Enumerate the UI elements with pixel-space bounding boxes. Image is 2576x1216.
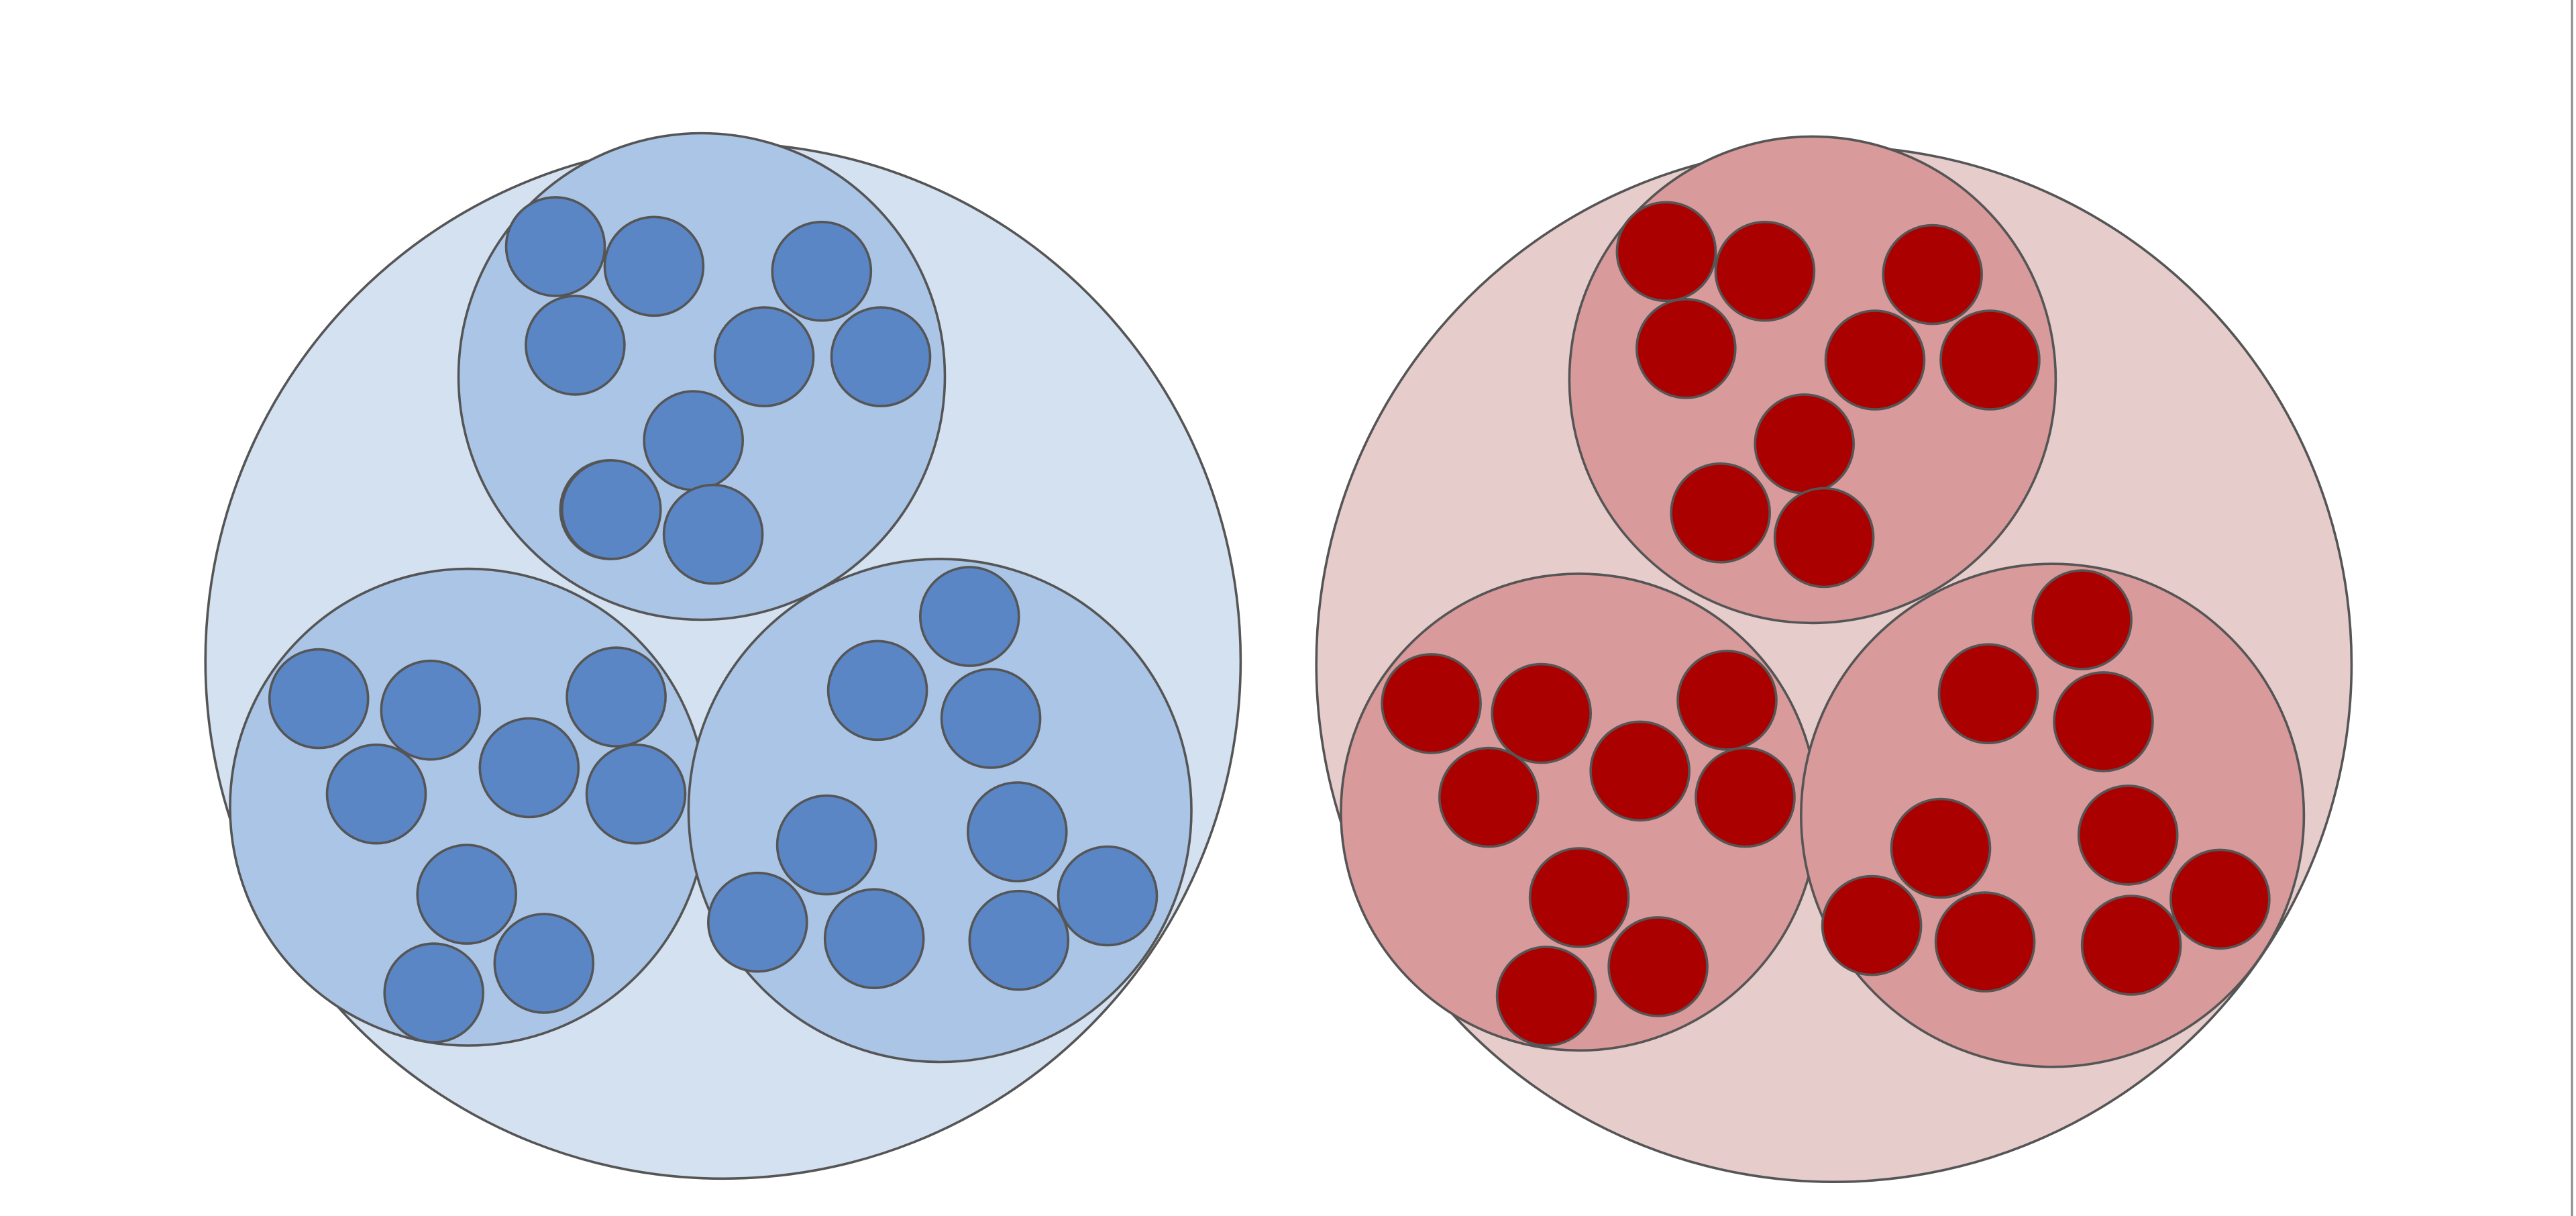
dot-circle [1937,643,2039,744]
dot-circle [826,640,928,742]
blue-group-cluster-bottom-right [687,558,1193,1064]
dot-circle [1495,946,1597,1047]
dot-circle [1773,487,1875,589]
blue-group-cluster-top [457,132,947,621]
dot-circle [919,566,1020,667]
dot-circle [2031,569,2133,670]
dot-circle [2053,671,2154,772]
dot-circle [1589,720,1690,822]
dot-circle [1821,874,1923,976]
dot-circle [1615,201,1717,303]
dot-circle [1824,309,1926,411]
dot-circle [1882,223,1983,325]
dot-circle [967,781,1068,882]
dot-circle [585,743,687,845]
dot-circle [504,196,606,297]
dot-circle [1528,847,1630,948]
dot-circle [940,668,1042,769]
blue-group [204,132,1242,1180]
dot-circle [1890,797,1992,899]
red-group-cluster-bottom-right [1800,562,2306,1068]
dot-circle [560,459,662,560]
dot-circle [1491,662,1592,764]
dot-circle [380,659,482,761]
dot-circle [771,220,873,322]
groups-layer [204,132,2353,1183]
dot-circle [1635,297,1737,399]
dot-circle [1754,393,1855,495]
dot-circle [268,648,370,750]
dot-circle [1670,462,1771,564]
dot-circle [525,295,626,396]
dot-circle [2077,784,2179,886]
red-group-cluster-bottom-left [1340,572,1819,1052]
dot-circle [383,942,485,1044]
dot-circle [566,646,667,748]
dot-circle [1676,650,1778,751]
dot-circle [713,306,815,407]
dot-circle [603,215,705,317]
dot-circle [478,717,580,819]
dot-circle [1607,916,1709,1017]
dot-circle [1939,309,2041,411]
dot-circle [1438,746,1540,848]
dot-circle [416,844,518,945]
red-group-cluster-top [1568,135,2057,625]
dot-circle [2169,848,2271,950]
dot-circle [823,888,925,989]
dot-circle [325,743,427,845]
dot-circle [1057,845,1159,947]
dot-circle [662,483,764,585]
red-group [1315,135,2353,1183]
dot-circle [707,871,808,973]
dot-circle [830,306,932,407]
blue-group-cluster-bottom-left [229,567,708,1047]
dot-circle [1695,746,1796,848]
dot-circle [1381,653,1482,754]
dot-circle [775,794,877,896]
dot-circle [2080,895,2182,996]
dot-circle [643,390,744,491]
dot-circle [493,913,595,1014]
dot-circle [1934,891,2036,993]
dot-circle [1714,220,1816,322]
dot-circle [968,889,1070,991]
